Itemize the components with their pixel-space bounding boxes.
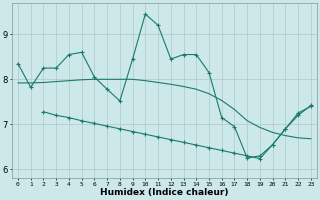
X-axis label: Humidex (Indice chaleur): Humidex (Indice chaleur) — [100, 188, 229, 197]
